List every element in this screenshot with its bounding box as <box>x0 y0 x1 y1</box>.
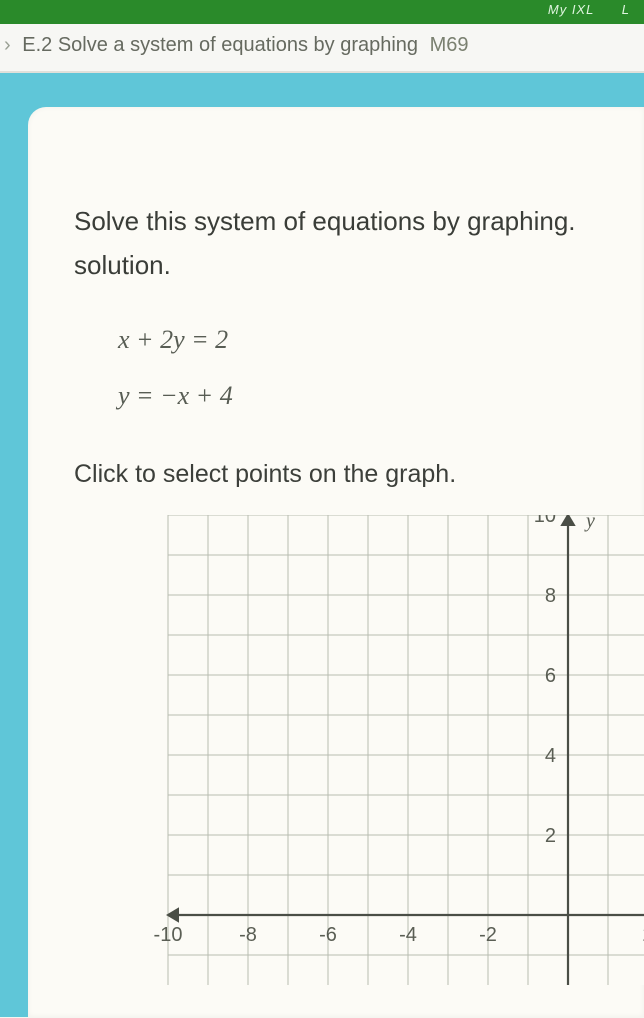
svg-text:-8: -8 <box>239 924 257 946</box>
svg-text:-2: -2 <box>479 924 497 946</box>
breadcrumb-code: M69 <box>430 34 469 56</box>
svg-text:6: 6 <box>545 665 556 687</box>
breadcrumb[interactable]: › E.2 Solve a system of equations by gra… <box>0 24 644 73</box>
question-card: Solve this system of equations by graphi… <box>28 107 644 1017</box>
graph-instruction: Click to select points on the graph. <box>74 460 644 489</box>
svg-text:-10: -10 <box>154 924 183 946</box>
corner-letter: L <box>622 2 630 17</box>
page-background: Solve this system of equations by graphi… <box>0 73 644 1017</box>
svg-text:8: 8 <box>545 585 556 607</box>
breadcrumb-title: Solve a system of equations by graphing <box>58 34 418 56</box>
svg-text:10: 10 <box>534 515 556 527</box>
svg-text:4: 4 <box>545 745 556 767</box>
question-text-line2: solution. <box>74 247 644 285</box>
svg-text:2: 2 <box>545 825 556 847</box>
brand-text: My IXL <box>548 2 594 17</box>
equation-1: x + 2y = 2 <box>118 314 644 366</box>
coordinate-graph[interactable]: -10-8-6-4-22108642-2y <box>138 515 644 985</box>
question-text-line1: Solve this system of equations by graphi… <box>74 203 644 241</box>
top-app-bar: My IXL L <box>0 0 644 24</box>
svg-text:y: y <box>584 515 595 532</box>
svg-text:-4: -4 <box>399 924 417 946</box>
equation-2: y = −x + 4 <box>118 370 644 422</box>
breadcrumb-section: E.2 <box>22 34 52 56</box>
svg-text:-6: -6 <box>319 924 337 946</box>
equation-block: x + 2y = 2 y = −x + 4 <box>118 314 644 422</box>
chevron-right-icon: › <box>4 34 11 56</box>
